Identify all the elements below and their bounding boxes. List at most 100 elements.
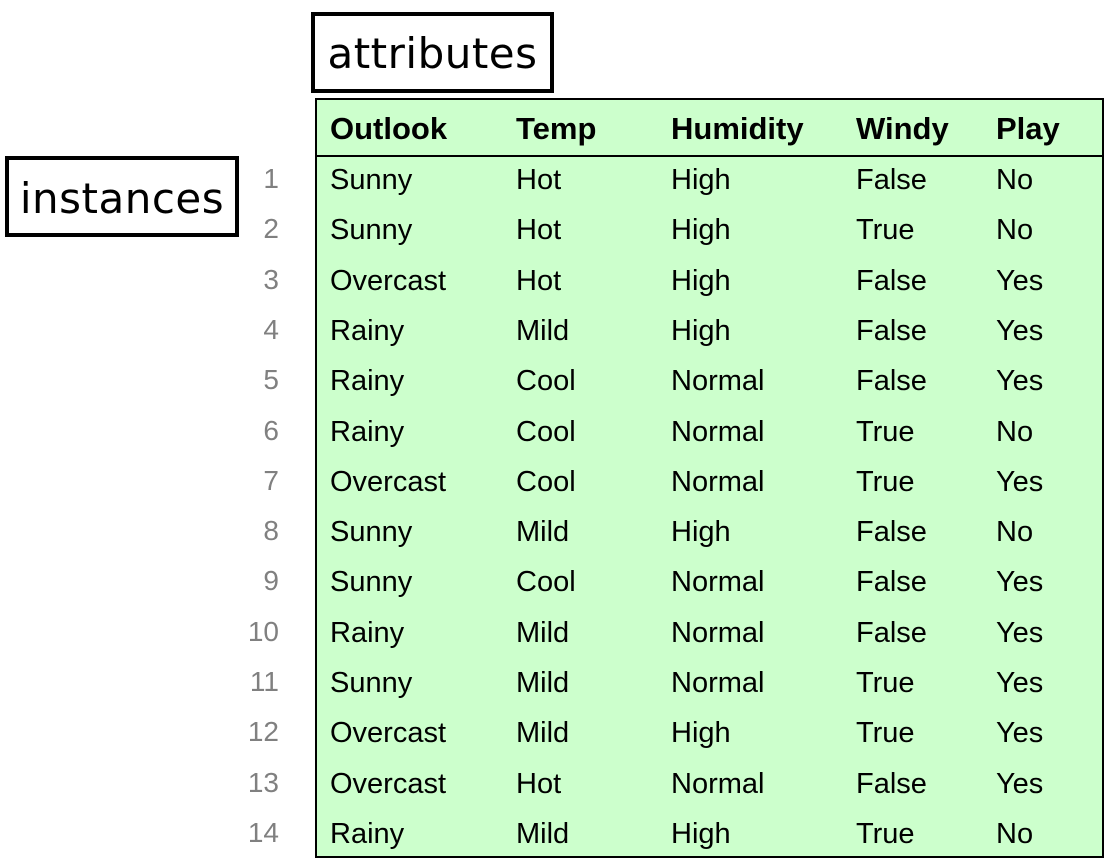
cell-outlook: Overcast (330, 264, 447, 297)
cell-play: No (996, 164, 1034, 196)
cell-outlook: Rainy (330, 365, 405, 398)
cell-play: No (996, 817, 1034, 850)
cell-play: No (996, 516, 1034, 549)
cell-humidity: High (671, 516, 731, 549)
header-play: Play (996, 111, 1060, 146)
cell-play: Yes (996, 717, 1044, 750)
cell-outlook: Overcast (330, 465, 447, 498)
row-number: 10 (247, 615, 279, 647)
table-row: Sunny Hot High False No (317, 155, 1102, 205)
table-row: Rainy Mild Normal False Yes (317, 608, 1102, 658)
weather-data-table: Outlook Temp Humidity Windy Play Sunny Ho… (315, 98, 1104, 858)
cell-windy: True (856, 214, 915, 247)
table-row: Sunny Hot High True No (317, 205, 1102, 255)
cell-windy: True (856, 717, 915, 750)
row-number: 13 (247, 766, 279, 798)
cell-play: Yes (996, 767, 1044, 800)
row-number: 5 (263, 364, 279, 396)
cell-temp: Mild (516, 667, 570, 699)
cell-humidity: Normal (671, 415, 765, 448)
cell-temp: Cool (516, 415, 576, 448)
cell-windy: True (856, 667, 915, 699)
cell-windy: False (856, 616, 927, 649)
cell-play: Yes (996, 616, 1044, 649)
row-number: 3 (263, 263, 279, 295)
header-humidity: Humidity (671, 111, 804, 146)
row-number: 1 (263, 163, 279, 194)
cell-temp: Hot (516, 264, 562, 297)
row-number: 2 (263, 213, 279, 245)
cell-outlook: Rainy (330, 817, 405, 850)
table-row: Sunny Mild High False No (317, 507, 1102, 557)
attributes-label-box: attributes (311, 12, 554, 93)
cell-humidity: Normal (671, 365, 765, 398)
cell-windy: True (856, 817, 915, 850)
cell-outlook: Rainy (330, 616, 405, 649)
cell-windy: False (856, 516, 927, 549)
table-row: Sunny Mild Normal True Yes (317, 658, 1102, 708)
row-number: 4 (263, 313, 279, 345)
cell-play: Yes (996, 314, 1044, 347)
cell-humidity: High (671, 717, 731, 750)
cell-humidity: High (671, 214, 731, 247)
cell-play: No (996, 415, 1034, 448)
table-row: Overcast Hot Normal False Yes (317, 759, 1102, 809)
cell-outlook: Overcast (330, 717, 447, 750)
header-temp: Temp (516, 111, 597, 146)
cell-temp: Hot (516, 214, 562, 247)
cell-humidity: Normal (671, 767, 765, 800)
cell-windy: False (856, 314, 927, 347)
cell-windy: True (856, 415, 915, 448)
table-header-row: Outlook Temp Humidity Windy Play (317, 100, 1102, 157)
cell-outlook: Sunny (330, 214, 413, 247)
row-number: 8 (263, 515, 279, 547)
row-number: 7 (263, 464, 279, 496)
cell-temp: Mild (516, 616, 570, 649)
attributes-label: attributes (327, 28, 538, 78)
cell-temp: Mild (516, 516, 570, 549)
cell-play: Yes (996, 264, 1044, 297)
cell-play: Yes (996, 566, 1044, 599)
cell-temp: Cool (516, 365, 576, 398)
cell-play: Yes (996, 365, 1044, 398)
cell-humidity: High (671, 164, 731, 196)
instances-label: instances (19, 173, 225, 223)
cell-temp: Cool (516, 566, 576, 599)
cell-humidity: Normal (671, 616, 765, 649)
cell-humidity: Normal (671, 667, 765, 699)
table-row: Overcast Mild High True Yes (317, 708, 1102, 758)
cell-outlook: Sunny (330, 164, 413, 196)
row-number: 11 (249, 666, 279, 697)
cell-outlook: Overcast (330, 767, 447, 800)
cell-play: Yes (996, 465, 1044, 498)
table-row: Sunny Cool Normal False Yes (317, 557, 1102, 607)
cell-outlook: Rainy (330, 314, 405, 347)
cell-temp: Hot (516, 767, 562, 800)
cell-windy: False (856, 164, 927, 196)
row-number: 6 (263, 414, 279, 446)
row-number: 12 (247, 716, 279, 748)
cell-humidity: High (671, 817, 731, 850)
cell-humidity: High (671, 264, 731, 297)
header-windy: Windy (856, 111, 949, 146)
row-number: 14 (247, 816, 279, 848)
cell-windy: False (856, 365, 927, 398)
cell-outlook: Sunny (330, 566, 413, 599)
header-outlook: Outlook (330, 111, 448, 146)
cell-temp: Mild (516, 717, 570, 750)
cell-outlook: Sunny (330, 516, 413, 549)
cell-humidity: Normal (671, 566, 765, 599)
table-row: Rainy Cool Normal True No (317, 407, 1102, 457)
cell-play: No (996, 214, 1034, 247)
instances-label-box: instances (5, 156, 239, 237)
cell-windy: False (856, 767, 927, 800)
cell-outlook: Rainy (330, 415, 405, 448)
cell-humidity: High (671, 314, 731, 347)
cell-temp: Mild (516, 817, 570, 850)
row-number: 9 (263, 565, 279, 597)
cell-windy: False (856, 264, 927, 297)
table-row: Overcast Hot High False Yes (317, 256, 1102, 306)
cell-temp: Cool (516, 465, 576, 498)
table-row: Overcast Cool Normal True Yes (317, 457, 1102, 507)
cell-windy: False (856, 566, 927, 599)
